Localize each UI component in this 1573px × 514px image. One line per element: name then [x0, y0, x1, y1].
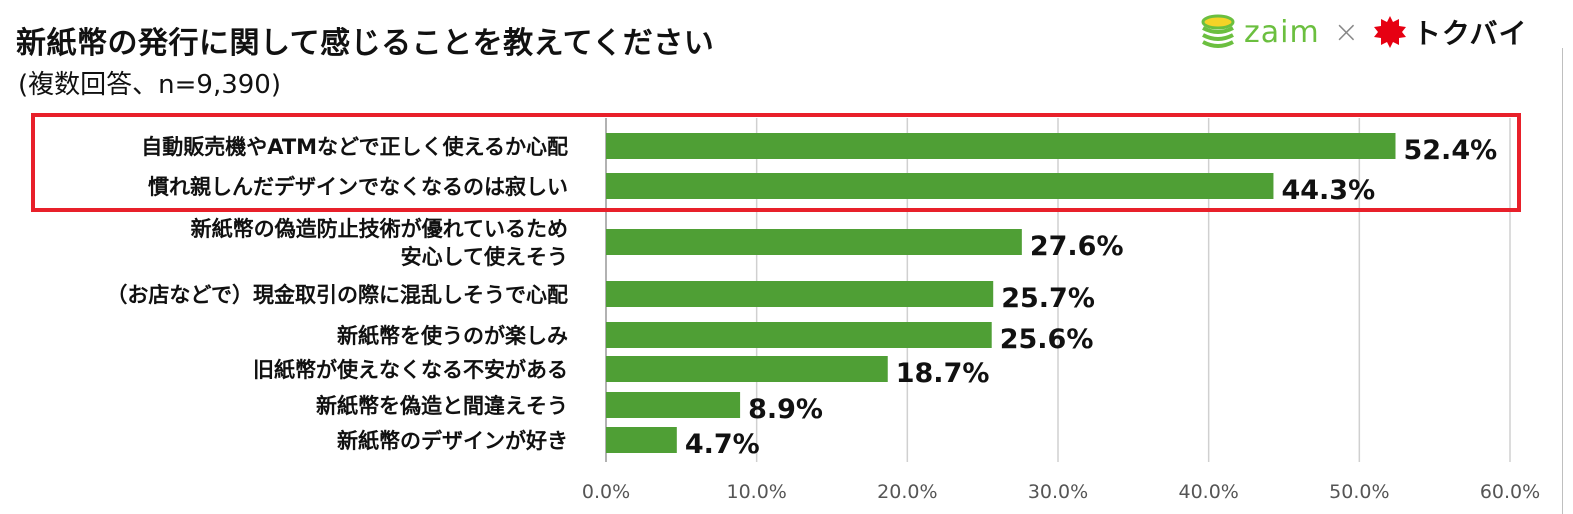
tick-label: 10.0%: [726, 481, 786, 503]
bar: [606, 322, 992, 348]
category-label: 慣れ親しんだデザインでなくなるのは寂しい: [147, 175, 568, 199]
category-label: 新紙幣のデザインが好き: [337, 429, 568, 453]
tick-label: 60.0%: [1480, 481, 1540, 503]
tokubai-logo-text: トクバイ: [1412, 17, 1528, 50]
zaim-coin-stack-icon: [1201, 14, 1235, 48]
collab-cross: ×: [1333, 14, 1359, 50]
category-label: 新紙幣を使うのが楽しみ: [337, 324, 568, 348]
tick-label: 50.0%: [1329, 481, 1389, 503]
category-labels: 自動販売機やATMなどで正しく使えるか心配慣れ親しんだデザインでなくなるのは寂し…: [106, 135, 568, 453]
data-label: 8.9%: [748, 394, 823, 425]
chart-title: 新紙幣の発行に関して感じることを教えてください: [16, 26, 715, 61]
data-label: 52.4%: [1403, 135, 1497, 166]
bar: [606, 281, 994, 307]
highlight-box-layer: [31, 113, 1521, 212]
tick-label: 30.0%: [1028, 481, 1088, 503]
bar: [606, 356, 888, 382]
tick-label: 0.0%: [582, 481, 630, 503]
tick-label: 20.0%: [877, 481, 937, 503]
zaim-logo-text: zaim: [1244, 14, 1320, 50]
data-label: 27.6%: [1030, 231, 1124, 262]
x-axis-ticks: 0.0% 10.0% 20.0% 30.0% 40.0% 50.0% 60.0%: [582, 481, 1540, 503]
category-label: 新紙幣を偽造と間違えそう: [316, 394, 568, 418]
bar: [606, 133, 1396, 159]
data-label: 44.3%: [1281, 175, 1375, 206]
bar: [606, 427, 677, 453]
plot-area-right-border: [1562, 48, 1563, 514]
bar: [606, 173, 1274, 199]
tick-label: 40.0%: [1178, 481, 1238, 503]
data-label: 25.7%: [1001, 283, 1095, 314]
chart-subtitle: (複数回答、n=9,390): [18, 70, 281, 100]
bar: [606, 392, 741, 418]
bars: [606, 133, 1396, 453]
category-label: 安心して使えそう: [401, 245, 568, 269]
tokubai-sun-icon: [1373, 16, 1406, 48]
data-labels: 52.4% 44.3% 27.6% 25.7% 25.6% 18.7% 8.9% 4.7%: [685, 135, 1497, 460]
category-label: 旧紙幣が使えなくなる不安がある: [253, 358, 568, 382]
data-label: 4.7%: [685, 429, 760, 460]
highlight-box: [31, 113, 1521, 212]
category-label: 新紙幣の偽造防止技術が優れているため: [191, 217, 568, 241]
category-label: （お店などで）現金取引の際に混乱しそうで心配: [106, 283, 568, 307]
category-label: 自動販売機やATMなどで正しく使えるか心配: [141, 135, 568, 159]
bar: [606, 229, 1022, 255]
logo-area: zaim × トクバイ: [1198, 10, 1527, 54]
data-label: 25.6%: [1000, 324, 1094, 355]
data-label: 18.7%: [896, 358, 990, 389]
